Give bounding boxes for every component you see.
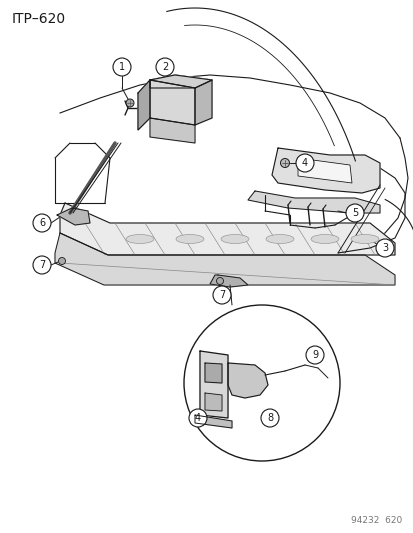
Ellipse shape [221, 235, 248, 244]
Text: 8: 8 [266, 413, 273, 423]
Ellipse shape [126, 235, 154, 244]
Polygon shape [204, 393, 221, 411]
Text: ITP–620: ITP–620 [12, 12, 66, 26]
Text: 1: 1 [119, 62, 125, 72]
Circle shape [113, 58, 131, 76]
Text: 7: 7 [218, 290, 225, 300]
Circle shape [33, 256, 51, 274]
Polygon shape [209, 275, 247, 287]
Circle shape [305, 346, 323, 364]
Text: 3: 3 [381, 243, 387, 253]
Circle shape [189, 409, 206, 427]
Circle shape [212, 286, 230, 304]
Text: 9: 9 [311, 350, 317, 360]
Circle shape [156, 58, 173, 76]
Polygon shape [228, 363, 267, 398]
Polygon shape [150, 118, 195, 143]
Polygon shape [297, 158, 351, 183]
Circle shape [183, 305, 339, 461]
Polygon shape [55, 233, 394, 285]
Polygon shape [57, 208, 90, 225]
Polygon shape [199, 351, 228, 418]
Polygon shape [204, 363, 221, 383]
Text: 94232  620: 94232 620 [350, 516, 401, 525]
Circle shape [280, 158, 289, 167]
Circle shape [260, 409, 278, 427]
Text: 5: 5 [351, 208, 357, 218]
Text: 4: 4 [195, 413, 201, 423]
Circle shape [126, 99, 134, 107]
Polygon shape [150, 80, 195, 125]
Circle shape [216, 278, 223, 285]
Polygon shape [150, 75, 211, 88]
Polygon shape [138, 80, 150, 130]
Polygon shape [60, 203, 394, 255]
Text: 2: 2 [161, 62, 168, 72]
Polygon shape [195, 80, 211, 125]
Ellipse shape [266, 235, 293, 244]
Text: 7: 7 [39, 260, 45, 270]
Circle shape [345, 204, 363, 222]
Polygon shape [150, 75, 211, 88]
Circle shape [58, 257, 65, 264]
Circle shape [33, 214, 51, 232]
Text: 6: 6 [39, 218, 45, 228]
Text: 4: 4 [301, 158, 307, 168]
Polygon shape [195, 415, 231, 428]
Circle shape [375, 239, 393, 257]
Ellipse shape [350, 235, 378, 244]
Ellipse shape [310, 235, 338, 244]
Ellipse shape [176, 235, 204, 244]
Circle shape [295, 154, 313, 172]
Polygon shape [247, 191, 379, 213]
Polygon shape [271, 148, 379, 193]
